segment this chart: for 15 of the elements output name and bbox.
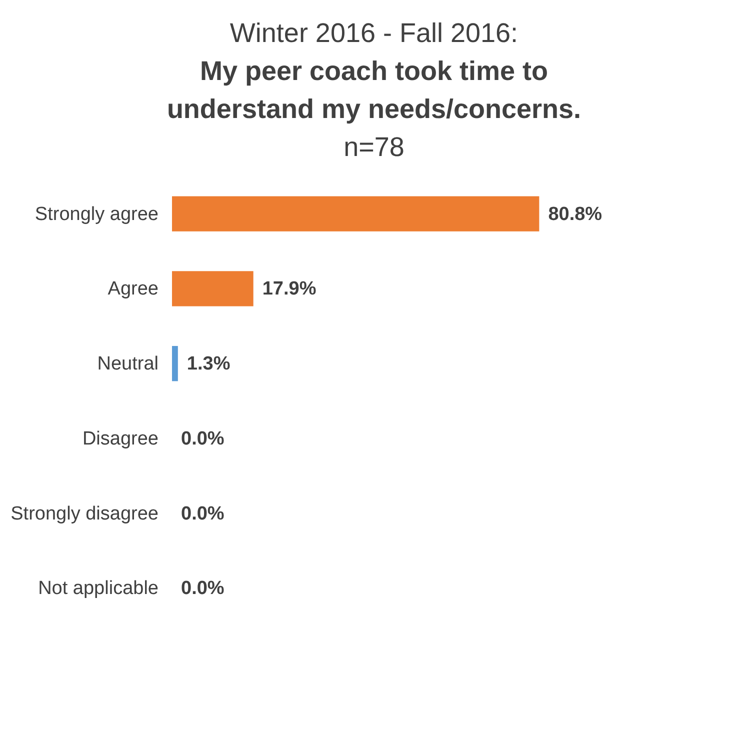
data-label: 80.8% (548, 204, 602, 225)
text: n=78 (342, 131, 406, 164)
chart-subtitle: My peer coach took time to understand my needs/concerns. (166, 55, 582, 126)
data-label: 17.9% (262, 278, 316, 300)
y-tick-label: Strongly disagree (10, 503, 158, 524)
y-tick-label: Agree (108, 278, 158, 300)
y-tick-label: Disagree (82, 428, 158, 450)
y-tick-label: Strongly agree (34, 204, 158, 225)
data-label: 0.0% (181, 578, 224, 600)
data-label: 0.0% (181, 428, 224, 450)
chart-title: Winter 2016 - Fall 2016: (228, 17, 520, 50)
data-label: 1.3% (186, 354, 230, 375)
data-label: 0.0% (181, 503, 224, 524)
y-tick-label: Neutral (97, 354, 158, 375)
y-tick-label: Not applicable (38, 578, 158, 600)
